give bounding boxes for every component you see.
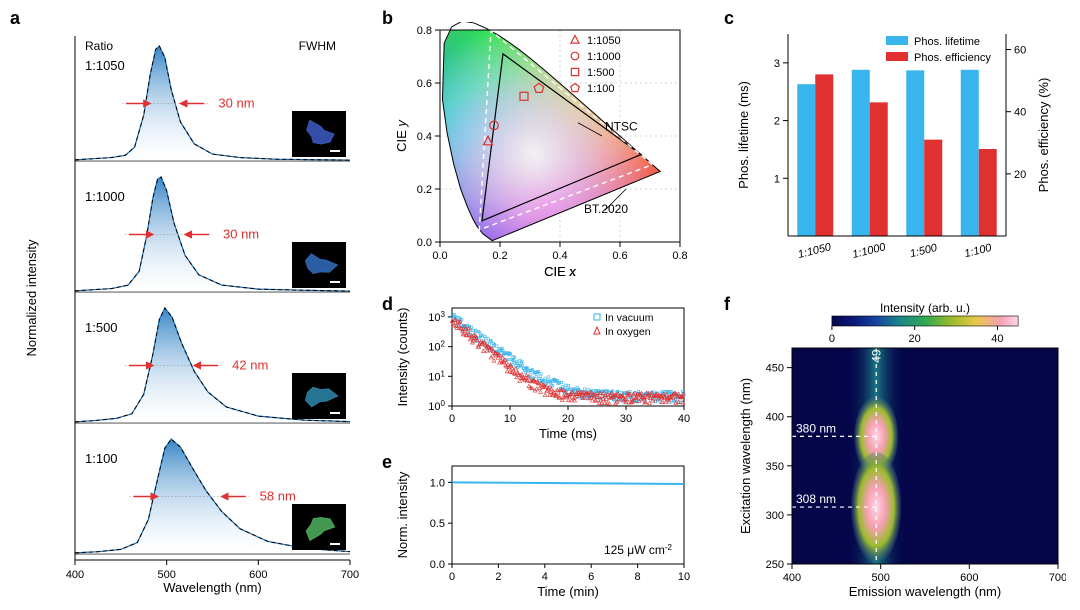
svg-text:20: 20 (1014, 169, 1026, 181)
svg-text:495 nm: 495 nm (870, 323, 884, 363)
svg-text:Norm. intensity: Norm. intensity (395, 471, 410, 558)
svg-text:0.2: 0.2 (417, 184, 432, 196)
svg-text:2: 2 (495, 571, 501, 583)
svg-text:308 nm: 308 nm (796, 492, 836, 506)
svg-text:1:1050: 1:1050 (587, 35, 621, 47)
svg-text:0.5: 0.5 (430, 518, 445, 530)
svg-text:600: 600 (960, 572, 978, 584)
svg-text:Wavelength (nm): Wavelength (nm) (163, 580, 262, 595)
svg-text:0.6: 0.6 (417, 78, 432, 90)
svg-text:103: 103 (428, 310, 445, 324)
svg-text:380 nm: 380 nm (796, 421, 836, 435)
svg-text:Emission wavelength (nm): Emission wavelength (nm) (849, 584, 1001, 599)
svg-text:In vacuum: In vacuum (605, 312, 654, 324)
svg-text:Excitation wavelength (nm): Excitation wavelength (nm) (738, 378, 753, 534)
svg-text:700: 700 (1049, 572, 1066, 584)
svg-text:NTSC: NTSC (605, 120, 638, 134)
svg-text:Ratio: Ratio (85, 39, 113, 53)
panel-e-label: e (382, 452, 392, 473)
svg-text:125 μW cm-2: 125 μW cm-2 (604, 543, 673, 557)
panel-f-svg: 495 nm380 nm308 nm4005006007002503003504… (734, 302, 1066, 602)
svg-text:Intensity (arb. u.): Intensity (arb. u.) (880, 302, 970, 315)
svg-text:0.2: 0.2 (492, 250, 507, 262)
svg-text:101: 101 (428, 369, 445, 383)
svg-text:30 nm: 30 nm (223, 227, 259, 242)
svg-text:0: 0 (829, 333, 835, 345)
svg-text:1:1000: 1:1000 (85, 189, 125, 204)
panel-a-svg: Ratio FWHM 1:1050 30 nm 1:1000 30 nm 1:500 42 n… (20, 28, 360, 598)
svg-text:42 nm: 42 nm (232, 358, 268, 373)
svg-text:Normalized intensity: Normalized intensity (24, 239, 39, 357)
panel-e-svg: 0 2 4 6 8 10 0.0 0.5 1.0 Time (min) Norm. intensit… (392, 460, 692, 600)
svg-text:1:1000: 1:1000 (851, 241, 887, 261)
svg-text:30 nm: 30 nm (218, 96, 254, 111)
svg-text:40: 40 (991, 333, 1003, 345)
svg-text:450: 450 (766, 363, 784, 375)
svg-text:0.0: 0.0 (430, 559, 445, 571)
svg-text:20: 20 (562, 413, 574, 425)
svg-text:1.0: 1.0 (430, 477, 445, 489)
svg-text:0.8: 0.8 (417, 25, 432, 37)
svg-text:Phos. lifetime: Phos. lifetime (914, 36, 980, 48)
svg-text:102: 102 (428, 340, 445, 354)
svg-text:250: 250 (766, 559, 784, 571)
svg-text:1:500: 1:500 (909, 242, 939, 261)
svg-text:Phos. efficiency: Phos. efficiency (914, 52, 991, 64)
svg-text:40: 40 (1014, 107, 1026, 119)
svg-text:2: 2 (774, 116, 780, 128)
svg-text:0.0: 0.0 (432, 250, 447, 262)
svg-text:400: 400 (766, 412, 784, 424)
svg-text:700: 700 (341, 569, 359, 581)
svg-text:1:1000: 1:1000 (587, 51, 621, 63)
svg-text:1:1050: 1:1050 (85, 58, 125, 73)
svg-text:Time (min): Time (min) (537, 584, 599, 599)
panel-a-label: a (10, 8, 20, 29)
svg-text:0.4: 0.4 (417, 131, 432, 143)
svg-text:30: 30 (620, 413, 632, 425)
svg-text:CIE y: CIE y (394, 119, 409, 152)
svg-text:500: 500 (871, 572, 889, 584)
svg-text:0: 0 (449, 571, 455, 583)
svg-text:CIE x: CIE x (544, 264, 576, 279)
svg-text:20: 20 (909, 333, 921, 345)
panel-c-svg: Phos. lifetime Phos. efficiency 1:1050 1:10… (732, 22, 1062, 282)
svg-text:3: 3 (774, 58, 780, 70)
svg-text:6: 6 (588, 571, 594, 583)
svg-text:Time (ms): Time (ms) (539, 426, 597, 441)
svg-text:100: 100 (428, 399, 445, 413)
svg-text:In oxygen: In oxygen (605, 326, 651, 338)
svg-text:0.8: 0.8 (672, 250, 687, 262)
svg-text:4: 4 (542, 571, 548, 583)
svg-text:10: 10 (504, 413, 516, 425)
panel-b-svg: NTSCBT.20201:10501:10001:5001:1000.00.00… (392, 22, 690, 282)
svg-text:300: 300 (766, 510, 784, 522)
svg-text:0.4: 0.4 (552, 250, 567, 262)
panel-d-svg: 0 10 20 30 40 100 101 102 103 Time (ms) Intensity … (392, 302, 692, 442)
panel-f-label: f (724, 294, 730, 315)
svg-text:1:100: 1:100 (85, 451, 118, 466)
svg-text:0: 0 (449, 413, 455, 425)
svg-text:1:100: 1:100 (587, 83, 615, 95)
svg-text:1:100: 1:100 (963, 242, 993, 261)
svg-text:1:1050: 1:1050 (797, 241, 833, 261)
svg-text:400: 400 (783, 572, 801, 584)
svg-text:Phos. lifetime (ms): Phos. lifetime (ms) (736, 81, 751, 189)
svg-text:350: 350 (766, 461, 784, 473)
svg-text:40: 40 (678, 413, 690, 425)
svg-text:Intensity (counts): Intensity (counts) (395, 308, 410, 407)
svg-text:FWHM: FWHM (299, 39, 336, 53)
svg-text:1:500: 1:500 (85, 320, 118, 335)
svg-text:400: 400 (66, 569, 84, 581)
svg-text:10: 10 (678, 571, 690, 583)
svg-text:0.6: 0.6 (612, 250, 627, 262)
svg-text:1:500: 1:500 (587, 67, 615, 79)
svg-text:0.0: 0.0 (417, 237, 432, 249)
svg-text:Phos. efficiency (%): Phos. efficiency (%) (1036, 78, 1051, 193)
svg-text:8: 8 (635, 571, 641, 583)
svg-text:1: 1 (774, 173, 780, 185)
svg-text:58 nm: 58 nm (260, 489, 296, 504)
svg-text:60: 60 (1014, 45, 1026, 57)
